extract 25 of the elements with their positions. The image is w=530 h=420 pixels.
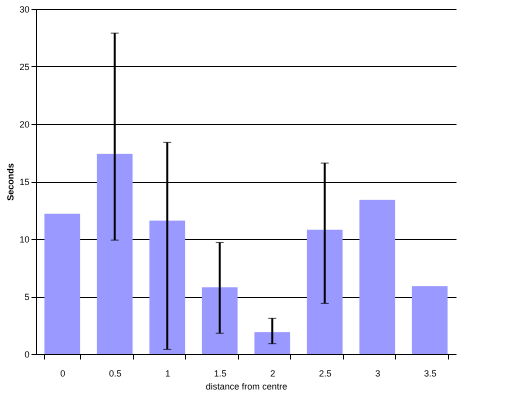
- bar: [149, 220, 186, 354]
- x-tick-label: 0.5: [108, 368, 122, 378]
- y-tick-label: 20: [19, 120, 30, 130]
- y-tick-label: 30: [19, 4, 30, 14]
- bar: [306, 230, 343, 354]
- x-tick-label: 1.5: [214, 368, 227, 378]
- y-axis-title: Seconds: [5, 163, 16, 201]
- x-tick-label: 3: [375, 368, 380, 378]
- x-tick-label: 3.5: [424, 368, 437, 378]
- x-tick-label: 0: [60, 368, 66, 378]
- bar: [44, 214, 80, 354]
- y-tick-label: 5: [24, 292, 30, 302]
- y-tick-label: 15: [19, 177, 30, 187]
- y-tick-label: 25: [19, 62, 30, 72]
- bar: [96, 154, 133, 354]
- bar: [412, 286, 448, 354]
- y-tick-label: 0: [24, 350, 30, 360]
- y-tick-label: 10: [19, 234, 30, 244]
- x-tick-label: 2.5: [318, 368, 332, 378]
- x-tick-label: 2: [270, 368, 276, 378]
- x-axis-title: distance from centre: [206, 382, 288, 392]
- bar: [359, 200, 396, 354]
- bar: [202, 287, 238, 354]
- x-tick-label: 1: [165, 368, 170, 378]
- bar: [254, 332, 290, 354]
